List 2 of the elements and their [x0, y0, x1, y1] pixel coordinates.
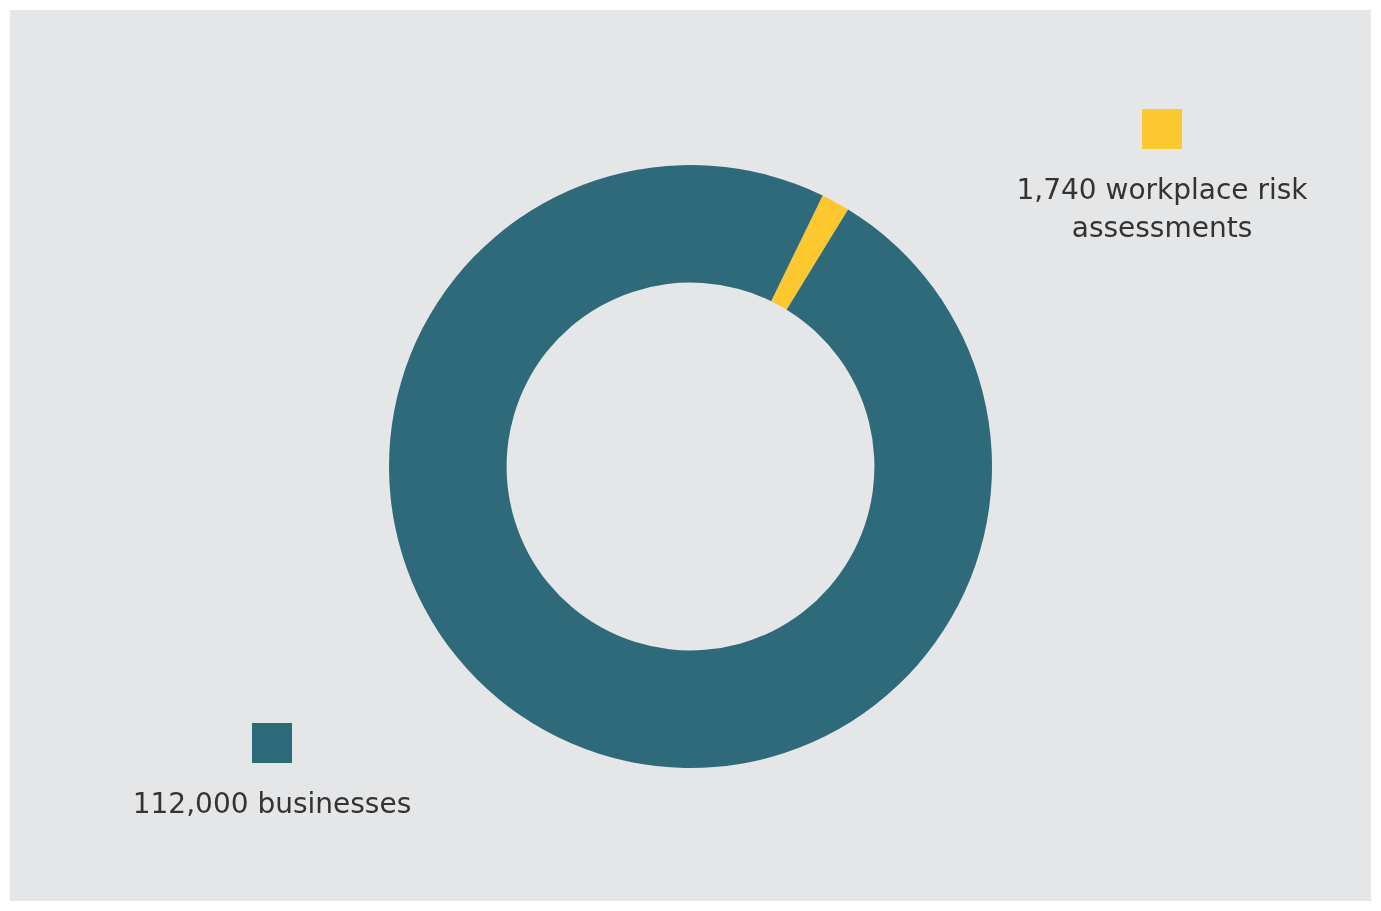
legend-label: 112,000 businesses [131, 786, 413, 822]
legend-label: 1,740 workplace risk assessments [1015, 172, 1309, 246]
